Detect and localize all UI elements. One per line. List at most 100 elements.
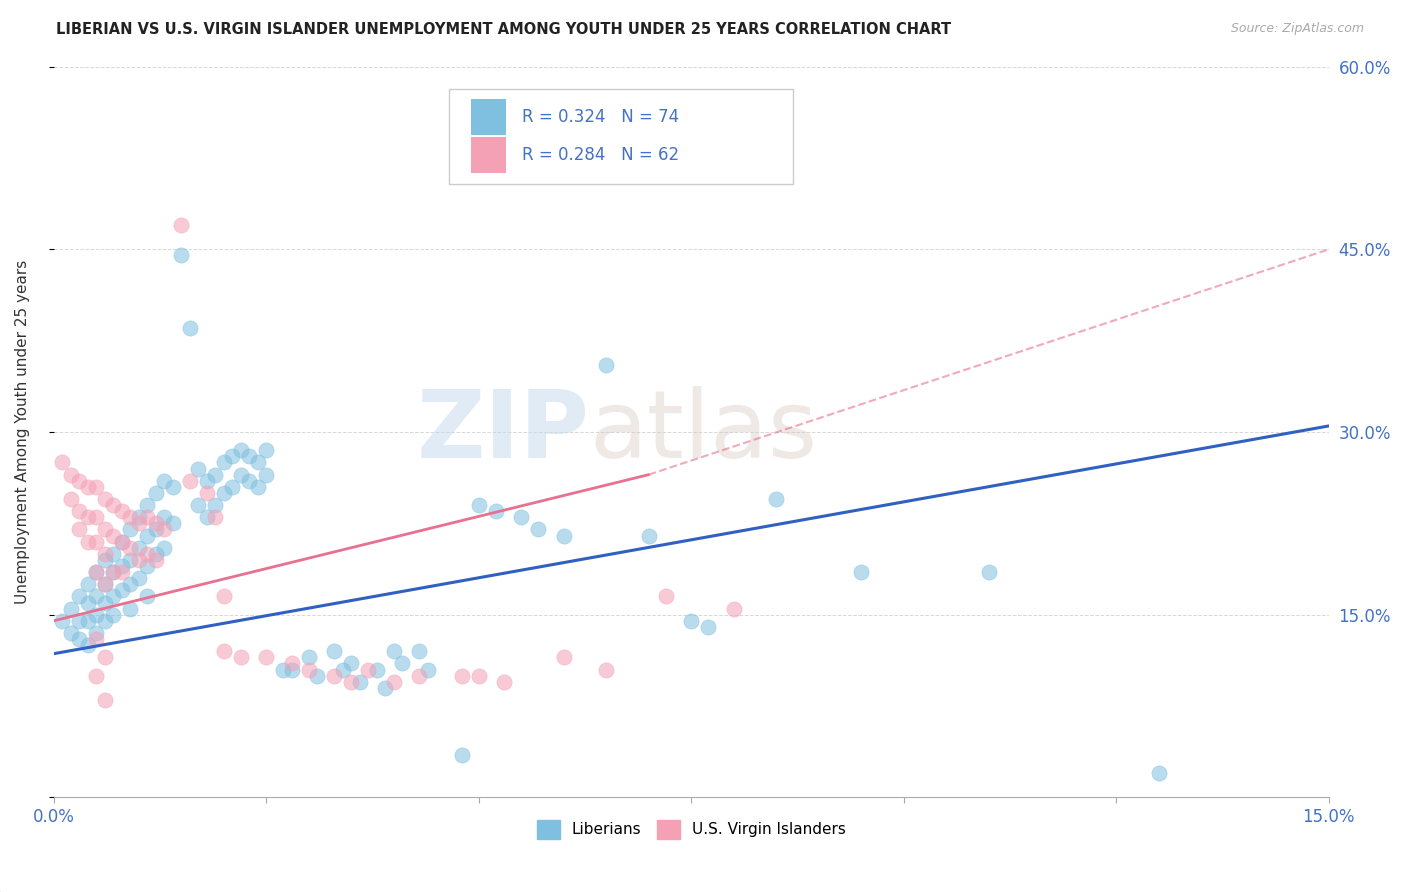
Point <box>67 504 90 518</box>
Point <box>416 663 439 677</box>
Point <box>111 504 134 518</box>
Point <box>84 626 107 640</box>
Point <box>212 644 235 658</box>
Point <box>101 565 124 579</box>
Point <box>76 480 98 494</box>
Point <box>84 607 107 622</box>
Point <box>595 663 617 677</box>
Point <box>51 614 73 628</box>
Point <box>76 638 98 652</box>
Point <box>246 455 269 469</box>
Point <box>120 510 142 524</box>
Point <box>67 632 90 646</box>
Point <box>136 498 159 512</box>
Point <box>59 467 82 482</box>
Point <box>84 565 107 579</box>
Point <box>136 528 159 542</box>
Point <box>93 577 115 591</box>
Point <box>374 681 396 695</box>
Point <box>212 455 235 469</box>
Point <box>120 601 142 615</box>
Point <box>195 486 218 500</box>
Point <box>76 510 98 524</box>
Point <box>349 674 371 689</box>
Point <box>195 474 218 488</box>
Point <box>204 498 226 512</box>
Point <box>59 626 82 640</box>
Point <box>93 523 115 537</box>
Point <box>101 590 124 604</box>
Point <box>101 547 124 561</box>
Bar <box>471 137 506 172</box>
Text: atlas: atlas <box>589 386 817 478</box>
Text: Source: ZipAtlas.com: Source: ZipAtlas.com <box>1230 22 1364 36</box>
Point <box>450 747 472 762</box>
Point <box>229 650 252 665</box>
Point <box>93 553 115 567</box>
Point <box>128 516 150 531</box>
Point <box>382 644 405 658</box>
Point <box>153 510 176 524</box>
Point <box>59 601 82 615</box>
Point <box>170 248 193 262</box>
Point <box>187 461 209 475</box>
Point <box>204 467 226 482</box>
Point <box>136 510 159 524</box>
Point <box>145 553 167 567</box>
Point <box>553 528 575 542</box>
Point <box>332 663 354 677</box>
Point <box>229 467 252 482</box>
Point <box>145 516 167 531</box>
Point <box>195 510 218 524</box>
Point <box>254 650 277 665</box>
Point <box>153 523 176 537</box>
Point <box>93 547 115 561</box>
Point <box>93 693 115 707</box>
Point <box>136 590 159 604</box>
Point <box>76 577 98 591</box>
Point <box>298 650 321 665</box>
Point <box>145 523 167 537</box>
Point <box>187 498 209 512</box>
Point <box>450 668 472 682</box>
Point <box>221 480 243 494</box>
Point <box>654 590 676 604</box>
Point <box>136 547 159 561</box>
Point <box>494 674 516 689</box>
Point <box>111 559 134 574</box>
FancyBboxPatch shape <box>449 88 793 184</box>
Point <box>67 474 90 488</box>
Point <box>153 474 176 488</box>
Text: R = 0.284   N = 62: R = 0.284 N = 62 <box>522 146 679 164</box>
Point <box>280 663 302 677</box>
Point <box>723 601 745 615</box>
Point <box>76 614 98 628</box>
Point <box>595 358 617 372</box>
Point <box>93 650 115 665</box>
Point <box>204 510 226 524</box>
Text: ZIP: ZIP <box>416 386 589 478</box>
Point <box>467 668 489 682</box>
Point <box>84 510 107 524</box>
Point <box>527 523 550 537</box>
Point <box>67 523 90 537</box>
Point <box>382 674 405 689</box>
Point <box>697 620 720 634</box>
Point <box>84 480 107 494</box>
Point <box>246 480 269 494</box>
Point <box>254 467 277 482</box>
Point <box>128 510 150 524</box>
Point <box>179 321 201 335</box>
Point <box>510 510 533 524</box>
Text: LIBERIAN VS U.S. VIRGIN ISLANDER UNEMPLOYMENT AMONG YOUTH UNDER 25 YEARS CORRELA: LIBERIAN VS U.S. VIRGIN ISLANDER UNEMPLO… <box>56 22 952 37</box>
Point <box>101 565 124 579</box>
Point <box>59 491 82 506</box>
Point <box>51 455 73 469</box>
Point <box>120 553 142 567</box>
Point <box>977 565 1000 579</box>
Point <box>101 607 124 622</box>
Point <box>136 559 159 574</box>
Point <box>111 534 134 549</box>
Point <box>391 657 413 671</box>
Point <box>765 491 787 506</box>
